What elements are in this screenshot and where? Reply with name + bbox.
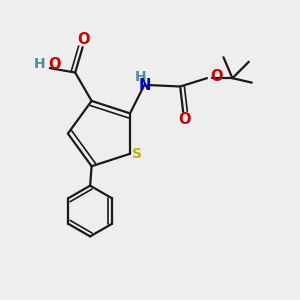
Text: O: O	[178, 112, 191, 128]
Text: N: N	[138, 77, 151, 92]
Text: S: S	[133, 147, 142, 161]
Text: H: H	[34, 58, 46, 71]
Text: O: O	[78, 32, 90, 47]
Text: O: O	[49, 57, 61, 72]
Text: H: H	[135, 70, 147, 84]
Text: O: O	[211, 69, 223, 84]
